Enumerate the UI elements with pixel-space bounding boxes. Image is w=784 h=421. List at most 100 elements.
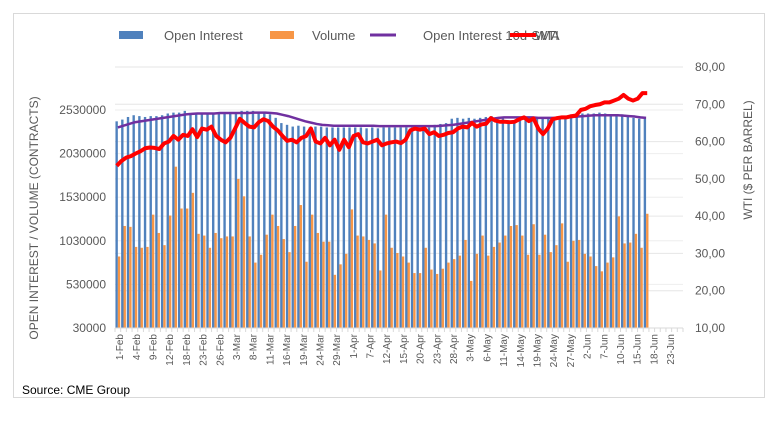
open-interest-bar bbox=[444, 123, 448, 328]
open-interest-bar bbox=[302, 126, 306, 329]
open-interest-bar bbox=[229, 113, 232, 328]
x-tick-label: 3-May bbox=[466, 334, 477, 362]
volume-bar bbox=[504, 235, 507, 328]
open-interest-bar bbox=[620, 114, 624, 328]
volume-bar bbox=[560, 223, 564, 328]
open-interest-bar bbox=[314, 126, 317, 329]
volume-bar bbox=[629, 242, 632, 328]
legend-swatch bbox=[119, 31, 143, 39]
y-axis-right-title: WTI ($ PER BARREL) bbox=[741, 100, 755, 219]
volume-bar bbox=[288, 252, 291, 328]
volume-bar bbox=[526, 254, 530, 328]
open-interest-bar bbox=[331, 127, 334, 328]
volume-bar bbox=[543, 234, 547, 328]
x-tick-label: 6-May bbox=[482, 334, 493, 362]
volume-bar bbox=[146, 246, 149, 328]
y-left-tick-label: 1530000 bbox=[59, 190, 106, 204]
open-interest-bar bbox=[223, 113, 226, 328]
x-tick-label: 16-Mar bbox=[282, 333, 293, 365]
volume-bars bbox=[117, 166, 649, 328]
open-interest-bar bbox=[484, 116, 488, 328]
volume-bar bbox=[129, 226, 132, 328]
volume-bar bbox=[140, 247, 143, 328]
y-left-tick-label: 2030000 bbox=[59, 147, 106, 161]
volume-bar bbox=[646, 213, 649, 328]
volume-bar bbox=[401, 256, 405, 328]
open-interest-bar bbox=[308, 127, 311, 328]
volume-bar bbox=[191, 192, 195, 328]
chart-frame bbox=[13, 13, 765, 398]
open-interest-bar bbox=[530, 118, 533, 328]
open-interest-bar bbox=[461, 118, 465, 328]
open-interest-bar bbox=[433, 124, 436, 328]
open-interest-bar bbox=[240, 110, 243, 328]
volume-bar bbox=[282, 239, 285, 328]
open-interest-bar bbox=[416, 127, 419, 328]
y-right-tick-label: 80,00 bbox=[695, 60, 725, 74]
volume-bar bbox=[492, 246, 496, 328]
volume-bar bbox=[186, 208, 189, 328]
volume-bar bbox=[259, 254, 263, 328]
open-interest-bar bbox=[439, 123, 442, 329]
y-right-tick-label: 70,00 bbox=[695, 97, 725, 111]
open-interest-bar bbox=[507, 120, 510, 329]
x-tick-label: 8-Mar bbox=[249, 333, 260, 360]
open-interest-bar bbox=[189, 114, 192, 328]
open-interest-bar bbox=[643, 117, 647, 329]
open-interest-bar bbox=[592, 113, 595, 328]
open-interest-bar bbox=[581, 113, 584, 328]
x-tick-label: 9-Feb bbox=[149, 334, 160, 361]
open-interest-bar bbox=[478, 117, 482, 329]
volume-bar bbox=[151, 214, 155, 328]
volume-bar bbox=[481, 235, 484, 328]
y-right-tick-label: 50,00 bbox=[695, 172, 725, 186]
volume-bar bbox=[583, 253, 586, 328]
open-interest-bar bbox=[638, 118, 641, 328]
open-interest-bar bbox=[115, 121, 118, 328]
volume-bar bbox=[265, 234, 268, 328]
x-tick-label: 24-May bbox=[549, 334, 560, 367]
open-interest-bar bbox=[626, 116, 630, 328]
open-interest-bar bbox=[257, 112, 260, 328]
x-tick-label: 18-Jun bbox=[649, 334, 660, 365]
x-tick-label: 24-Mar bbox=[315, 333, 326, 365]
open-interest-bar bbox=[575, 113, 578, 328]
volume-bar bbox=[384, 214, 388, 328]
x-tick-label: 19-May bbox=[533, 334, 544, 367]
volume-bar bbox=[350, 209, 354, 328]
y-axis-left: 30000 530000 1030000 1530000 2030000 2530000 bbox=[59, 103, 106, 335]
volume-bar bbox=[276, 225, 280, 328]
legend-label: Open Interest bbox=[164, 28, 243, 43]
x-tick-label: 1-Apr bbox=[349, 333, 360, 358]
volume-bar bbox=[123, 225, 126, 328]
open-interest-bar bbox=[388, 127, 391, 328]
volume-bar bbox=[566, 261, 569, 328]
volume-bar bbox=[617, 216, 621, 328]
volume-bar bbox=[487, 255, 490, 328]
volume-bar bbox=[577, 239, 581, 328]
volume-bar bbox=[640, 247, 643, 328]
volume-bar bbox=[413, 273, 416, 328]
open-interest-bar bbox=[410, 127, 414, 328]
volume-bar bbox=[373, 243, 376, 328]
volume-bar bbox=[316, 232, 320, 328]
volume-bar bbox=[225, 236, 229, 328]
x-tick-label: 15-Apr bbox=[399, 333, 410, 364]
volume-bar bbox=[333, 274, 337, 328]
open-interest-bar bbox=[155, 116, 158, 328]
volume-bar bbox=[589, 256, 592, 328]
volume-bar bbox=[634, 233, 638, 328]
x-tick-label: 11-May bbox=[499, 334, 510, 367]
volume-bar bbox=[208, 247, 212, 328]
volume-bar bbox=[475, 253, 479, 328]
volume-bar bbox=[163, 245, 166, 328]
x-axis: 1-Feb 4-Feb 9-Feb 12-Feb 18-Feb 23-Feb 26-Feb 3… bbox=[114, 327, 684, 367]
volume-bar bbox=[532, 224, 535, 328]
open-interest-bar bbox=[194, 113, 198, 328]
open-interest-bar bbox=[524, 118, 527, 328]
volume-bar bbox=[117, 256, 121, 328]
open-interest-bar bbox=[376, 128, 380, 328]
volume-bar bbox=[134, 246, 138, 328]
x-tick-label: 29-Mar bbox=[332, 333, 343, 365]
open-interest-bar bbox=[427, 127, 431, 328]
